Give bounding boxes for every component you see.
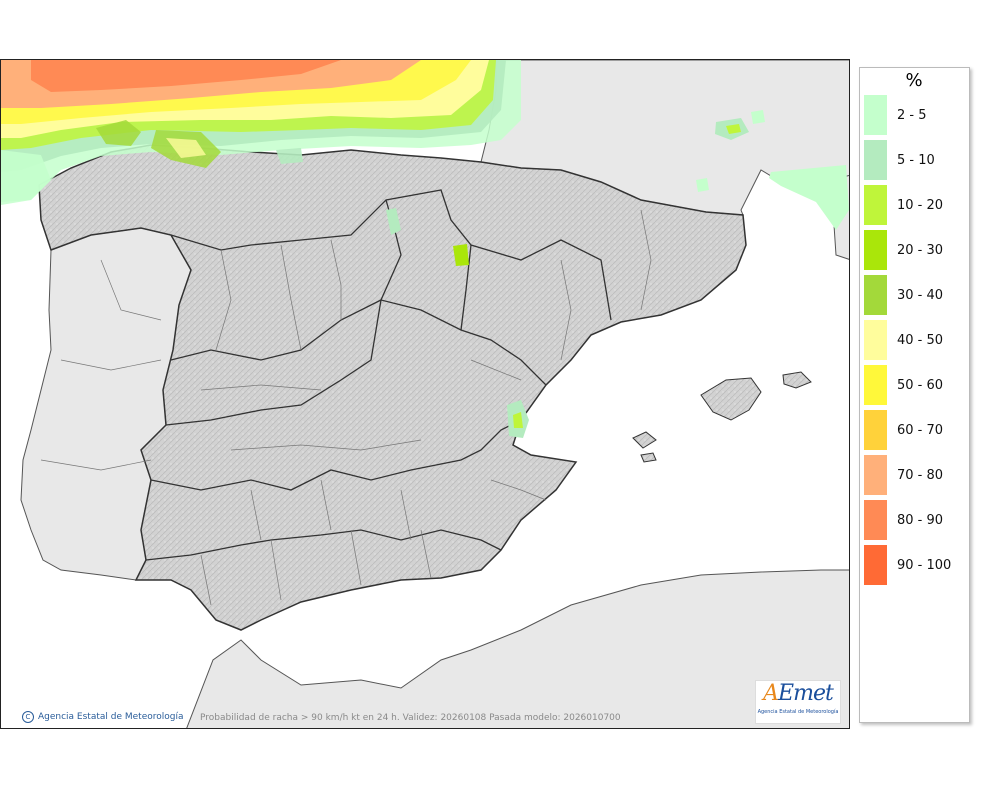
map-canvas — [1, 60, 849, 728]
province-borders — [40, 209, 652, 606]
credit-text: Agencia Estatal de Meteorología — [38, 712, 184, 722]
legend-swatch — [864, 95, 887, 135]
legend-item: 40 - 50 — [864, 320, 943, 360]
north-africa-landmass — [186, 569, 849, 728]
aemet-logo-mark: AEmet — [763, 681, 834, 706]
aemet-logo: AEmet Agencia Estatal de Meteorología — [755, 680, 841, 724]
prob-patch-valencia-core — [513, 412, 523, 428]
legend-label: 10 - 20 — [897, 197, 944, 213]
map-caption: Probabilidad de racha > 90 km/h kt en 24… — [200, 713, 621, 723]
legend-item: 60 - 70 — [864, 410, 943, 450]
ibiza-landmass — [632, 431, 657, 449]
prob-patch-rioja — [453, 244, 469, 266]
legend-label: 80 - 90 — [897, 512, 944, 528]
prob-patch-gulf-lion-core — [726, 124, 741, 134]
spain-landmass — [38, 144, 747, 631]
legend-item: 50 - 60 — [864, 365, 943, 405]
prob-patch-gulf-lion-2 — [751, 110, 765, 124]
copyright-icon: C — [22, 711, 34, 723]
menorca-landmass — [782, 371, 812, 389]
legend-label: 20 - 30 — [897, 242, 944, 258]
legend-label: 30 - 40 — [897, 287, 944, 303]
aemet-logo-subtitle: Agencia Estatal de Meteorología — [757, 709, 839, 715]
legend-swatch — [864, 365, 887, 405]
legend-item: 30 - 40 — [864, 275, 943, 315]
legend-label: 2 - 5 — [897, 107, 927, 123]
legend-swatch — [864, 230, 887, 270]
legend-item: 90 - 100 — [864, 545, 951, 585]
legend-swatch — [864, 500, 887, 540]
prob-patch-cantabria — [276, 148, 303, 164]
legend-item: 5 - 10 — [864, 140, 935, 180]
legend-swatch — [864, 455, 887, 495]
prob-patch-sardinia-sea — [769, 165, 849, 230]
legend-swatch — [864, 545, 887, 585]
legend-item: 10 - 20 — [864, 185, 943, 225]
region-borders — [145, 189, 612, 561]
legend-item: 2 - 5 — [864, 95, 927, 135]
legend-label: 70 - 80 — [897, 467, 944, 483]
legend-swatch — [864, 140, 887, 180]
formentera-landmass — [640, 452, 657, 463]
legend-title: % — [905, 70, 923, 91]
prob-area-80-90 — [31, 60, 341, 92]
legend-label: 40 - 50 — [897, 332, 944, 348]
legend-label: 50 - 60 — [897, 377, 944, 393]
legend-item: 80 - 90 — [864, 500, 943, 540]
prob-patch-burgos — [386, 208, 401, 235]
mallorca-landmass — [700, 377, 762, 421]
legend-label: 60 - 70 — [897, 422, 944, 438]
legend-swatch — [864, 185, 887, 225]
map-panel — [0, 59, 850, 729]
legend-swatch — [864, 275, 887, 315]
prob-patch-asturias-core — [166, 138, 206, 158]
legend-panel: % 2 - 5 5 - 10 10 - 20 20 - 30 30 - 40 4… — [859, 67, 970, 723]
copyright-credit: C Agencia Estatal de Meteorología — [22, 711, 184, 723]
prob-patch-galicia — [96, 120, 141, 146]
legend-label: 90 - 100 — [897, 557, 952, 573]
legend-item: 70 - 80 — [864, 455, 943, 495]
legend-item: 20 - 30 — [864, 230, 943, 270]
prob-patch-gulf-lion-3 — [696, 178, 709, 192]
prob-patch-galicia-west — [1, 150, 51, 202]
legend-swatch — [864, 320, 887, 360]
legend-swatch — [864, 410, 887, 450]
legend-label: 5 - 10 — [897, 152, 935, 168]
probability-areas — [1, 60, 849, 438]
